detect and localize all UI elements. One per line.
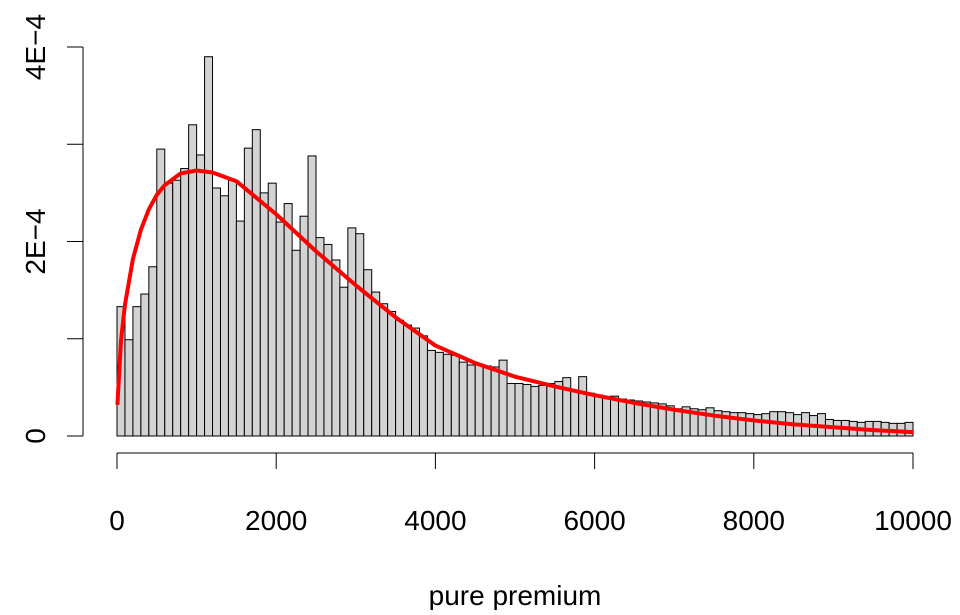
bar (673, 408, 683, 437)
bar (323, 243, 333, 437)
bar (132, 306, 142, 437)
bar (450, 354, 460, 437)
bar (204, 56, 214, 437)
bar (514, 382, 524, 437)
bar (180, 168, 190, 437)
bar (355, 233, 365, 437)
bar (315, 237, 325, 437)
bar (490, 366, 500, 437)
bar (403, 324, 413, 437)
bar (546, 382, 556, 437)
bar (307, 155, 317, 437)
bar (140, 293, 150, 437)
bar (482, 365, 492, 437)
bar (737, 412, 747, 437)
y-tick-label: 4E−4 (20, 14, 51, 80)
bar (530, 385, 540, 437)
bar (172, 179, 182, 437)
bar (426, 349, 436, 437)
bar (761, 413, 771, 437)
bar (474, 363, 484, 437)
bar (196, 154, 206, 437)
bar (371, 291, 381, 437)
bar (602, 396, 612, 437)
bar (259, 192, 269, 437)
bar (625, 399, 635, 437)
bar (904, 421, 914, 437)
bar (235, 220, 245, 437)
bar (291, 249, 301, 437)
x-tick-label: 10000 (874, 505, 952, 536)
bar (299, 215, 309, 437)
bar (522, 383, 532, 437)
bar (538, 384, 548, 437)
bar (466, 364, 476, 437)
bar (251, 129, 261, 437)
bar (124, 339, 134, 437)
x-axis-label: pure premium (429, 580, 602, 610)
bar (705, 407, 715, 437)
x-tick-label: 4000 (404, 505, 466, 536)
bar (617, 398, 627, 437)
bar (418, 335, 428, 437)
bar (411, 327, 420, 437)
bar (219, 195, 229, 437)
bar (212, 187, 221, 437)
density-curve (115, 168, 914, 435)
bar (570, 390, 580, 437)
bar (458, 361, 468, 437)
bar (594, 394, 604, 437)
bar (148, 266, 158, 437)
bar (442, 353, 452, 437)
y-tick-label: 2E−4 (20, 208, 51, 274)
bar (339, 286, 349, 437)
bar (633, 400, 643, 437)
bar (267, 182, 277, 437)
bar (347, 227, 357, 437)
x-tick-label: 0 (109, 505, 125, 536)
bar (227, 179, 237, 437)
y-tick-label: 0 (20, 428, 51, 444)
x-tick-label: 6000 (563, 505, 625, 536)
bar (434, 351, 444, 437)
bar (578, 376, 588, 437)
bar (164, 182, 174, 437)
bar (387, 311, 397, 437)
bar (506, 382, 516, 437)
x-tick-label: 8000 (723, 505, 785, 536)
x-tick-label: 2000 (245, 505, 307, 536)
bar (379, 303, 389, 437)
bar (275, 221, 285, 437)
bar (753, 414, 763, 437)
bar (395, 319, 405, 437)
bar (283, 203, 293, 437)
bar (586, 392, 596, 437)
bar (331, 259, 341, 437)
bar (610, 395, 619, 437)
bar (745, 413, 755, 437)
